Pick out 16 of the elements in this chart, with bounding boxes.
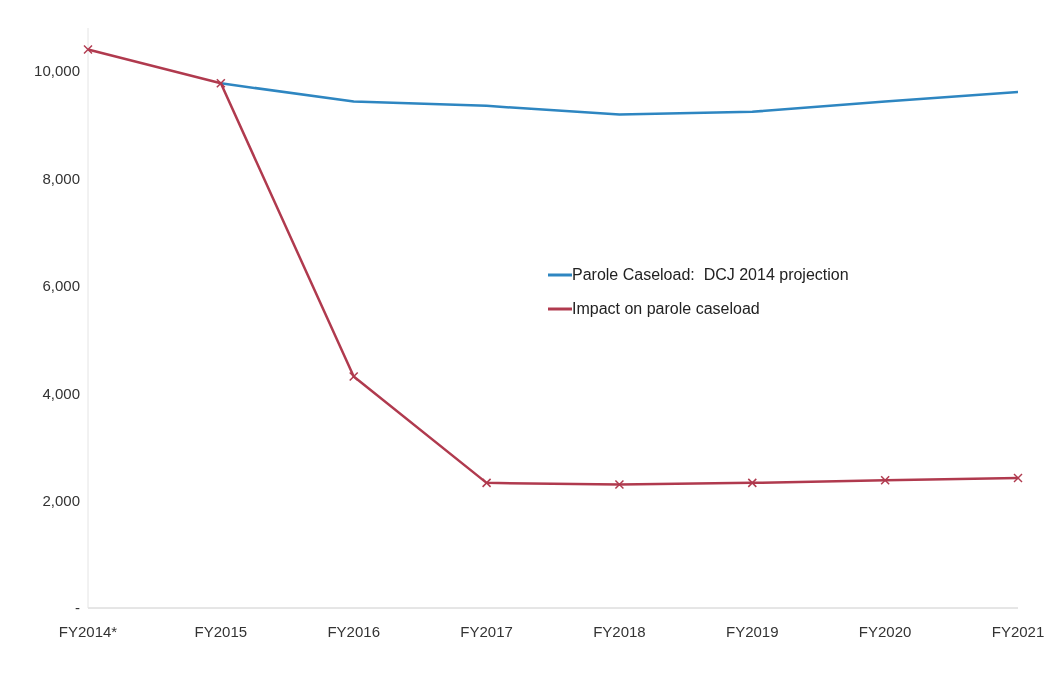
x-tick-label: FY2021 xyxy=(991,622,1045,640)
x-tick-label: FY2014* xyxy=(58,622,118,640)
y-tick-label: 2,000 xyxy=(42,491,80,509)
legend-label: Parole Caseload: DCJ 2014 projection xyxy=(572,265,849,285)
y-tick-label: 6,000 xyxy=(42,277,80,295)
x-tick-label: FY2015 xyxy=(194,622,248,640)
x-tick-label: FY2020 xyxy=(858,622,912,640)
y-tick-label: 4,000 xyxy=(42,384,80,402)
x-tick-label: FY2019 xyxy=(726,622,779,640)
x-tick-label: FY2017 xyxy=(460,622,513,640)
legend-label: Impact on parole caseload xyxy=(572,299,760,319)
x-tick-label: FY2018 xyxy=(593,622,646,640)
y-tick-label: 8,000 xyxy=(42,169,80,187)
y-tick-label: - xyxy=(75,599,80,617)
y-tick-label: 10,000 xyxy=(34,62,80,80)
x-tick-label: FY2016 xyxy=(327,622,380,640)
